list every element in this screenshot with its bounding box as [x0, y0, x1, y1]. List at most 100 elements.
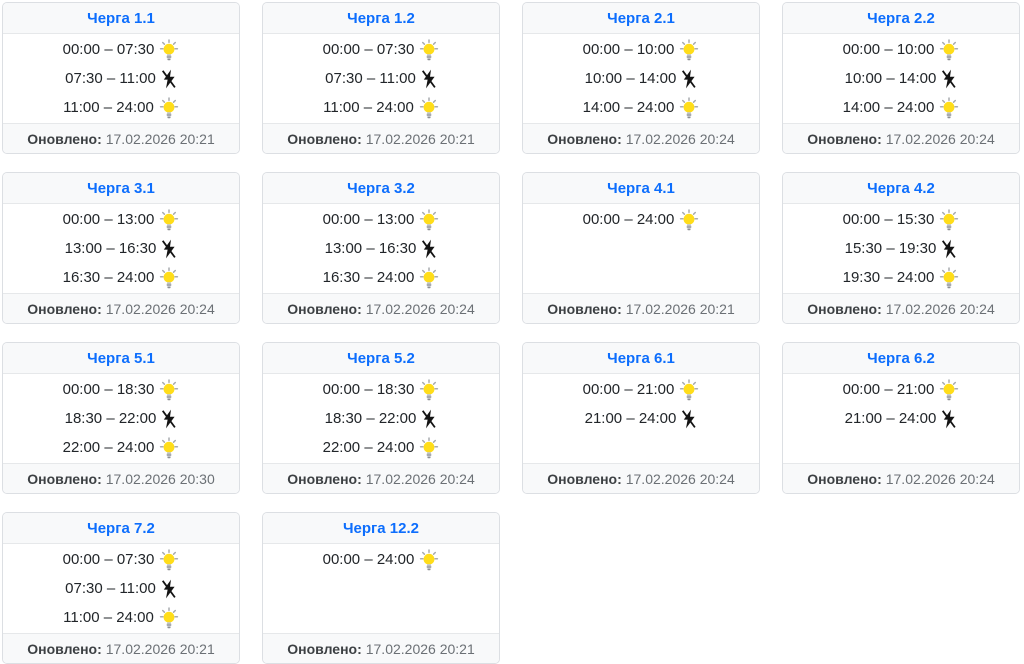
time-slot: 00:00 – 24:00	[323, 545, 440, 574]
queue-card-footer: Оновлено: 17.02.2026 20:21	[3, 633, 239, 663]
queue-card-header: Черга 3.1	[3, 173, 239, 204]
time-slot: 14:00 – 24:00	[583, 93, 700, 122]
time-slot: 00:00 – 18:30	[63, 375, 180, 404]
time-slot: 16:30 – 24:00	[63, 263, 180, 292]
time-range: 00:00 – 18:30	[62, 381, 155, 398]
queue-card: Черга 5.1 00:00 – 18:30 18:30 – 22	[2, 342, 240, 494]
lightbulb-on-icon	[159, 378, 179, 401]
power-cut-icon	[161, 579, 177, 599]
queue-title: Черга 4.2	[867, 179, 935, 197]
time-slot: 11:00 – 24:00	[63, 93, 179, 122]
queue-card: Черга 2.2 00:00 – 10:00 10:00 – 14	[782, 2, 1020, 154]
queue-card: Черга 3.1 00:00 – 13:00 13:00 – 16	[2, 172, 240, 324]
queue-card-footer: Оновлено: 17.02.2026 20:21	[263, 633, 499, 663]
queue-card-body: 00:00 – 18:30 18:30 – 22:00	[3, 374, 239, 463]
queue-card-body: 00:00 – 21:00 21:00 – 24:00	[523, 374, 759, 463]
time-slot: 07:30 – 11:00	[325, 64, 437, 93]
queue-card-header: Черга 4.1	[523, 173, 759, 204]
lightbulb-on-icon	[939, 38, 959, 61]
updated-value: 17.02.2026 20:21	[105, 640, 215, 657]
time-range: 00:00 – 10:00	[582, 41, 675, 58]
time-slot: 00:00 – 07:30	[63, 545, 180, 574]
lightbulb-on-icon	[419, 436, 439, 459]
lightbulb-on-icon	[159, 266, 179, 289]
time-slot: 18:30 – 22:00	[65, 404, 178, 433]
updated-value: 17.02.2026 20:24	[885, 470, 995, 487]
queue-card: Черга 12.2 00:00 – 24:00 Оновл	[262, 512, 500, 664]
queue-card-body: 00:00 – 07:30 07:30 – 11:00	[263, 34, 499, 123]
updated-label: Оновлено:	[27, 300, 102, 317]
queue-card: Черга 1.2 00:00 – 07:30 07:30 – 11	[262, 2, 500, 154]
queue-title: Черга 2.1	[607, 9, 675, 27]
queue-card-header: Черга 7.2	[3, 513, 239, 544]
time-slot: 00:00 – 10:00	[843, 35, 960, 64]
time-slot: 00:00 – 10:00	[583, 35, 700, 64]
queue-card-header: Черга 3.2	[263, 173, 499, 204]
time-range: 15:30 – 19:30	[844, 240, 937, 257]
updated-value: 17.02.2026 20:24	[625, 130, 735, 147]
updated-label: Оновлено:	[807, 300, 882, 317]
time-slot: 14:00 – 24:00	[843, 93, 960, 122]
power-cut-icon	[161, 409, 177, 429]
updated-value: 17.02.2026 20:30	[105, 470, 215, 487]
queue-title: Черга 6.1	[607, 349, 675, 367]
power-cut-icon	[681, 69, 697, 89]
time-slot: 19:30 – 24:00	[843, 263, 960, 292]
time-slot: 00:00 – 13:00	[323, 205, 440, 234]
time-range: 21:00 – 24:00	[844, 410, 937, 427]
time-slot: 10:00 – 14:00	[845, 64, 958, 93]
time-slot: 15:30 – 19:30	[845, 234, 958, 263]
queue-card-body: 00:00 – 10:00 10:00 – 14:00	[783, 34, 1019, 123]
queue-card: Черга 6.1 00:00 – 21:00 21:00 – 24	[522, 342, 760, 494]
updated-value: 17.02.2026 20:24	[365, 470, 475, 487]
queue-card-header: Черга 2.1	[523, 3, 759, 34]
queue-title: Черга 4.1	[607, 179, 675, 197]
queue-card: Черга 1.1 00:00 – 07:30 07:30 – 11	[2, 2, 240, 154]
queue-card: Черга 2.1 00:00 – 10:00 10:00 – 14	[522, 2, 760, 154]
updated-value: 17.02.2026 20:21	[105, 130, 215, 147]
queue-card-body: 00:00 – 24:00	[523, 204, 759, 293]
time-slot: 22:00 – 24:00	[323, 433, 440, 462]
updated-label: Оновлено:	[27, 470, 102, 487]
updated-label: Оновлено:	[287, 300, 362, 317]
updated-value: 17.02.2026 20:24	[625, 470, 735, 487]
queue-title: Черга 6.2	[867, 349, 935, 367]
updated-label: Оновлено:	[287, 470, 362, 487]
updated-value: 17.02.2026 20:21	[365, 130, 475, 147]
time-range: 18:30 – 22:00	[324, 410, 417, 427]
lightbulb-on-icon	[419, 96, 439, 119]
lightbulb-on-icon	[419, 378, 439, 401]
time-range: 00:00 – 07:30	[62, 551, 155, 568]
time-range: 00:00 – 18:30	[322, 381, 415, 398]
time-slot: 07:30 – 11:00	[65, 574, 177, 603]
updated-label: Оновлено:	[547, 130, 622, 147]
lightbulb-on-icon	[939, 96, 959, 119]
queue-card-body: 00:00 – 24:00	[263, 544, 499, 633]
queue-title: Черга 5.1	[87, 349, 155, 367]
queue-title: Черга 1.2	[347, 9, 415, 27]
time-slot: 00:00 – 24:00	[583, 205, 700, 234]
time-range: 11:00 – 24:00	[63, 609, 154, 626]
power-cut-icon	[941, 409, 957, 429]
queue-card-body: 00:00 – 18:30 18:30 – 22:00	[263, 374, 499, 463]
lightbulb-on-icon	[939, 266, 959, 289]
updated-label: Оновлено:	[27, 640, 102, 657]
time-range: 18:30 – 22:00	[64, 410, 157, 427]
queue-card-footer: Оновлено: 17.02.2026 20:24	[783, 463, 1019, 493]
time-range: 19:30 – 24:00	[842, 269, 935, 286]
time-range: 00:00 – 24:00	[322, 551, 415, 568]
lightbulb-on-icon	[679, 96, 699, 119]
time-slot: 16:30 – 24:00	[323, 263, 440, 292]
queue-card-body: 00:00 – 13:00 13:00 – 16:30	[3, 204, 239, 293]
queue-card-footer: Оновлено: 17.02.2026 20:24	[783, 123, 1019, 153]
power-cut-icon	[421, 409, 437, 429]
power-cut-icon	[681, 409, 697, 429]
queue-card-header: Черга 1.2	[263, 3, 499, 34]
updated-value: 17.02.2026 20:21	[365, 640, 475, 657]
time-range: 16:30 – 24:00	[62, 269, 155, 286]
time-range: 00:00 – 15:30	[842, 211, 935, 228]
time-range: 00:00 – 10:00	[842, 41, 935, 58]
lightbulb-on-icon	[939, 378, 959, 401]
time-slot: 13:00 – 16:30	[325, 234, 438, 263]
